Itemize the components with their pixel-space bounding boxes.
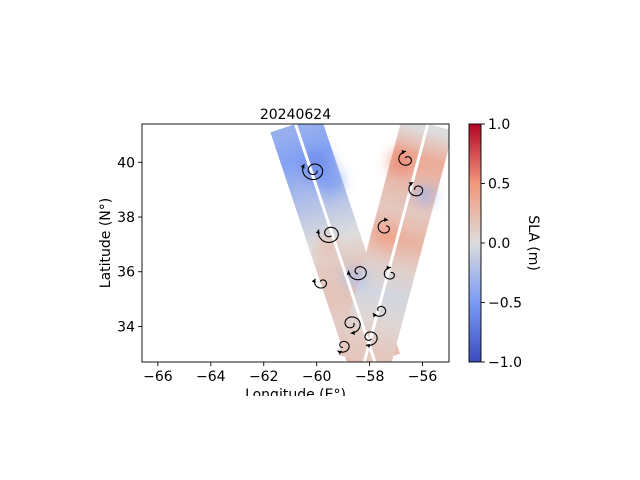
streamline-arrow-6: [350, 330, 355, 335]
swath-layer: [270, 124, 449, 362]
y-tick-label-2: 38: [117, 210, 135, 226]
y-tick-label-3: 40: [117, 155, 135, 171]
streamline-arrow-2: [346, 270, 351, 275]
streamline-layer: [300, 150, 424, 355]
sla-anomaly-5: [377, 225, 399, 247]
bottom-mask: [0, 396, 640, 480]
streamline-eddy-4: [398, 150, 412, 166]
x-axis: −66 −64 −62 −60 −58 −56: [143, 362, 437, 385]
streamline-eddy-3: [408, 181, 424, 197]
colorbar-tick-label-2: 0.0: [488, 236, 510, 252]
streamline-eddy-11: [383, 266, 395, 280]
colorbar-tick-label-1: 0.5: [488, 177, 510, 193]
sla-anomaly-1: [317, 169, 342, 194]
swath-1-nadir-gap: [362, 124, 430, 362]
streamline-eddy-5: [377, 219, 390, 234]
streamline-eddy-0: [302, 163, 324, 181]
streamline-arrow-7: [365, 343, 371, 349]
streamline-arrow-10: [311, 278, 316, 284]
streamline-arrow-5: [383, 217, 389, 222]
plot-frame: [141, 123, 450, 363]
streamline-arrow-11: [386, 265, 391, 271]
x-tick-label-5: −56: [408, 369, 438, 385]
colorbar: 1.0 0.5 0.0 −0.5 −1.0 SLA (m): [468, 117, 541, 371]
streamline-arrow-1: [315, 229, 320, 234]
streamline-eddy-6: [344, 316, 361, 334]
x-tick-label-2: −62: [249, 369, 279, 385]
y-axis: 34 36 38 40: [117, 155, 142, 335]
y-tick-label-0: 34: [117, 319, 135, 335]
streamline-eddy-7: [364, 331, 378, 346]
chart-title: 20240624: [260, 107, 331, 123]
x-tick-label-4: −58: [355, 369, 385, 385]
streamline-arrow-0: [300, 164, 305, 169]
x-tick-label-3: −60: [302, 369, 332, 385]
sla-anomaly-3: [415, 185, 435, 205]
nadir-gap-layer: [294, 124, 430, 362]
colorbar-tick-label-3: −0.5: [488, 296, 522, 312]
streamline-eddy-2: [347, 266, 367, 281]
colorbar-tick-label-0: 1.0: [488, 117, 510, 133]
streamline-arrow-4: [401, 150, 406, 155]
y-axis-label: Latitude (N°): [98, 198, 114, 288]
x-tick-label-1: −64: [196, 369, 226, 385]
colorbar-ramp: [468, 123, 482, 363]
streamline-eddy-10: [313, 278, 328, 289]
streamline-eddy-1: [317, 226, 339, 243]
streamline-arrow-8: [337, 350, 343, 355]
streamline-eddy-8: [337, 340, 350, 353]
y-tick-label-1: 36: [117, 265, 135, 281]
streamline-eddy-9: [372, 305, 387, 317]
x-tick-label-0: −66: [143, 369, 173, 385]
colorbar-tick-label-4: −1.0: [488, 355, 522, 371]
streamline-arrow-9: [372, 312, 378, 318]
map-plot-area: [270, 124, 449, 362]
colorbar-label: SLA (m): [525, 215, 541, 271]
swath-0-nadir-gap: [294, 124, 377, 362]
colorbar-ticks: 1.0 0.5 0.0 −0.5 −1.0: [481, 117, 522, 371]
streamline-arrow-3: [408, 182, 414, 187]
